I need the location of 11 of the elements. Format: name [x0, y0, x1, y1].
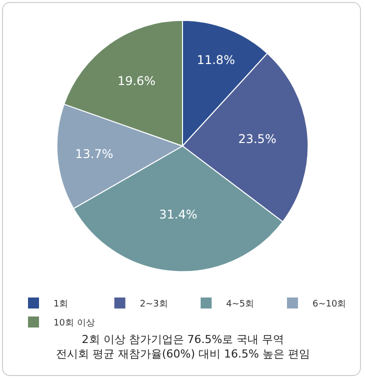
data-label: 23.5%	[238, 132, 276, 146]
legend-label: 1회	[54, 300, 68, 310]
legend-label: 10회 이상	[54, 318, 95, 329]
legend-label: 6~10회	[312, 300, 346, 310]
data-label: 11.8%	[196, 53, 235, 68]
legend-label: 2~3회	[140, 300, 168, 310]
text: 2회 이상 참가기업은 76.5%로 국내 무역 전시회 평균 재참가율(60%) 대비 16.5% 높은 편임	[56, 333, 310, 360]
legend-label: 4~5회	[226, 300, 254, 310]
data-label: 31.4%	[159, 207, 198, 222]
data-label: 13.7%	[75, 147, 114, 162]
data-label: 19.6%	[117, 74, 156, 88]
